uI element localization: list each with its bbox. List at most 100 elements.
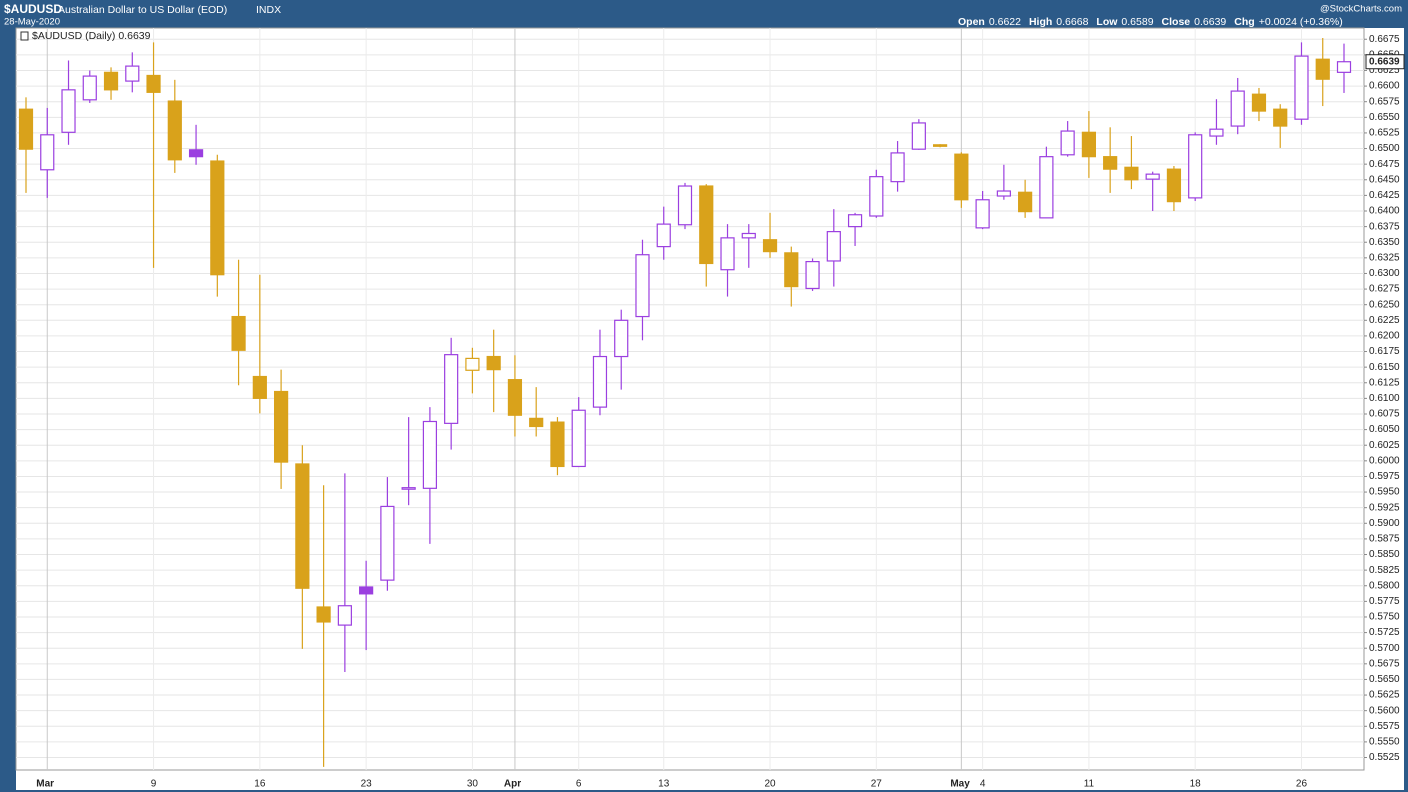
y-tick-label: 0.6450 (1369, 174, 1400, 185)
description: Australian Dollar to US Dollar (EOD) (58, 4, 227, 16)
quote-value: 0.6639 (1194, 16, 1226, 28)
y-tick-label: 0.6425 (1369, 190, 1400, 201)
candle-body (1273, 108, 1288, 127)
y-tick-label: 0.6125 (1369, 377, 1400, 388)
candle-body (1060, 130, 1075, 156)
y-tick-label: 0.6025 (1369, 440, 1400, 451)
y-tick-label: 0.6250 (1369, 299, 1400, 310)
y-tick-label: 0.5600 (1369, 705, 1400, 716)
quote-label: Low (1096, 16, 1118, 28)
x-tick-label: 13 (658, 779, 670, 790)
candle-body (741, 232, 756, 239)
candle-body (1315, 58, 1330, 80)
quote-value: 0.6668 (1056, 16, 1088, 28)
x-tick-label: 6 (576, 779, 582, 790)
candle-body (911, 122, 926, 150)
x-tick-label: Apr (504, 779, 521, 790)
x-tick-label: Mar (36, 779, 54, 790)
candle-body (337, 605, 352, 626)
y-tick-label: 0.5825 (1369, 565, 1400, 576)
candle-body (1209, 128, 1224, 137)
y-tick-label: 0.5950 (1369, 487, 1400, 498)
y-tick-label: 0.6100 (1369, 393, 1400, 404)
candle-body (125, 65, 140, 82)
y-tick-label: 0.5900 (1369, 518, 1400, 529)
legend-icon (20, 31, 29, 41)
candle-body (1124, 166, 1139, 181)
y-tick-label: 0.6300 (1369, 268, 1400, 279)
candle-body (1103, 156, 1118, 170)
y-tick-label: 0.6525 (1369, 128, 1400, 139)
y-tick-label: 0.6400 (1369, 206, 1400, 217)
x-tick-label: 16 (254, 779, 266, 790)
quote: Open 0.6622 High 0.6668 Low 0.6589 Close 0.6639… (958, 16, 1343, 28)
x-tick-label: 23 (361, 779, 373, 790)
y-tick-label: 0.5675 (1369, 658, 1400, 669)
quote-value: +0.0024 (+0.36%) (1259, 16, 1343, 28)
candle-body (550, 421, 565, 468)
y-tick-label: 0.6575 (1369, 96, 1400, 107)
candle-body (592, 355, 608, 408)
x-tick-label: 18 (1190, 779, 1202, 790)
candle-body (996, 190, 1011, 197)
candle-body (975, 199, 990, 229)
y-tick-label: 0.5650 (1369, 674, 1400, 685)
axes: 0.5525 0.5550 0.5575 0.5600 0.5625 0.5650 0.56… (36, 34, 1400, 790)
candle-body (359, 586, 374, 595)
date: 28-May-2020 (4, 17, 60, 28)
candle-body (273, 390, 289, 463)
candle-body (316, 606, 331, 623)
quote-label: High (1029, 16, 1052, 28)
y-tick-label: 0.6675 (1369, 34, 1400, 45)
y-tick-label: 0.5750 (1369, 612, 1400, 623)
y-tick-label: 0.6175 (1369, 346, 1400, 357)
candle-body (826, 231, 841, 262)
plot-border (15, 27, 1365, 771)
y-tick-label: 0.6550 (1369, 112, 1400, 123)
candle-body (40, 134, 55, 171)
candle-body (529, 417, 544, 428)
candle-body (1145, 173, 1160, 180)
candle-body (571, 409, 586, 468)
candle-body (188, 149, 204, 158)
candle-body (677, 185, 693, 226)
y-tick-label: 0.6050 (1369, 424, 1400, 435)
y-tick-label: 0.6500 (1369, 143, 1400, 154)
y-tick-label: 0.6075 (1369, 409, 1400, 420)
candle-body (635, 254, 650, 318)
candle-body (444, 354, 459, 424)
y-tick-label: 0.5625 (1369, 690, 1400, 701)
y-tick-label: 0.5700 (1369, 643, 1400, 654)
exchange: INDX (256, 4, 281, 16)
y-tick-label: 0.5725 (1369, 627, 1400, 638)
y-tick-label: 0.5975 (1369, 471, 1400, 482)
candle-body (1018, 191, 1033, 213)
candle-body (847, 214, 863, 228)
candles (18, 37, 1352, 767)
candle-body (1039, 156, 1054, 219)
candle-body (1081, 131, 1097, 158)
x-tick-label: 26 (1296, 779, 1308, 790)
y-tick-label: 0.6325 (1369, 252, 1400, 263)
candle-body (210, 160, 225, 276)
y-tick-label: 0.5875 (1369, 534, 1400, 545)
y-tick-label: 0.5850 (1369, 549, 1400, 560)
y-tick-label: 0.5525 (1369, 752, 1400, 763)
quote-label: Close (1162, 16, 1191, 28)
x-tick-label: 20 (764, 779, 776, 790)
candle-body (805, 260, 820, 290)
y-tick-label: 0.5575 (1369, 721, 1400, 732)
y-tick-label: 0.6350 (1369, 237, 1400, 248)
y-tick-label: 0.6600 (1369, 81, 1400, 92)
x-tick-label: 11 (1084, 779, 1095, 790)
y-tick-label: 0.6000 (1369, 455, 1400, 466)
candle-body (486, 355, 501, 371)
y-tick-label: 0.6150 (1369, 362, 1400, 373)
legend: $AUDUSD (Daily) 0.6639 (20, 30, 151, 42)
candle-body (699, 185, 714, 265)
x-tick-label: 9 (151, 779, 157, 790)
candle-body (1166, 168, 1182, 203)
x-tick-label: 4 (980, 779, 986, 790)
candle-body (1294, 55, 1309, 120)
